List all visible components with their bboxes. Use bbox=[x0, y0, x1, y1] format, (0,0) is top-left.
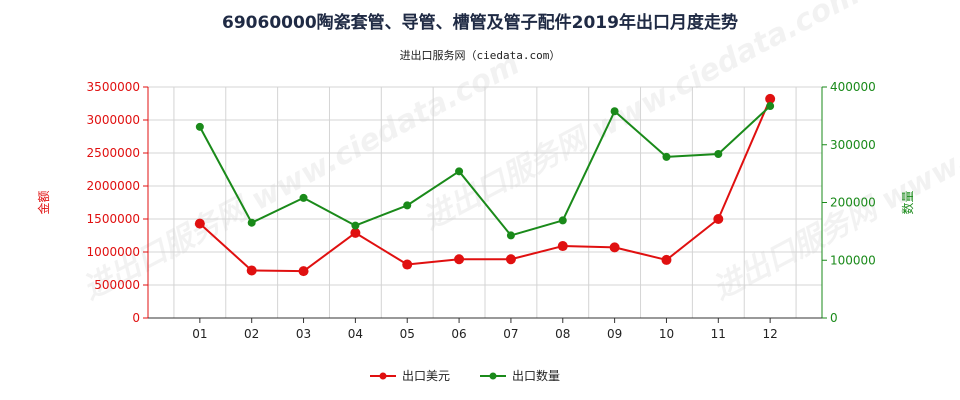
left-axis-title: 金额 bbox=[36, 190, 51, 214]
series-2-point bbox=[610, 107, 619, 116]
series-2-point bbox=[558, 216, 567, 225]
series-layer bbox=[194, 93, 776, 277]
series-2-point bbox=[403, 201, 412, 210]
series-1-point bbox=[765, 93, 776, 104]
x-tick-label: 06 bbox=[451, 327, 466, 341]
series-1-point bbox=[557, 241, 568, 252]
x-tick-label: 01 bbox=[192, 327, 207, 341]
series-1-point bbox=[713, 214, 724, 224]
left-tick-label: 0 bbox=[132, 311, 140, 325]
x-tick-label: 07 bbox=[503, 327, 518, 341]
x-tick-label: 02 bbox=[244, 327, 259, 341]
series-2-point bbox=[247, 218, 256, 227]
left-tick-label: 1000000 bbox=[87, 245, 140, 259]
left-tick-label: 500000 bbox=[94, 278, 140, 292]
series-1-point bbox=[661, 254, 672, 265]
left-tick-label: 1500000 bbox=[87, 212, 140, 226]
series-2-point bbox=[506, 231, 515, 240]
series-2-point bbox=[662, 152, 671, 161]
series-2-point bbox=[299, 193, 308, 202]
right-tick-label: 100000 bbox=[830, 253, 876, 267]
right-tick-label: 0 bbox=[830, 311, 838, 325]
x-tick-label: 12 bbox=[763, 327, 778, 341]
series-1-point bbox=[350, 227, 361, 238]
right-tick-label: 200000 bbox=[830, 196, 876, 210]
series-2-point bbox=[351, 221, 360, 230]
legend-layer: 出口美元 出口数量 bbox=[370, 368, 560, 383]
series-2-point bbox=[195, 122, 204, 131]
axis-layer: 0500000100000015000002000000250000030000… bbox=[36, 80, 915, 341]
chart-title: 69060000陶瓷套管、导管、槽管及管子配件2019年出口月度走势 bbox=[222, 13, 738, 33]
legend-swatch-marker bbox=[379, 372, 387, 380]
series-line-1 bbox=[199, 98, 772, 273]
series-1-point bbox=[402, 259, 413, 270]
series-2-point bbox=[455, 167, 464, 176]
x-tick-label: 05 bbox=[400, 327, 415, 341]
series-2-point bbox=[714, 149, 723, 158]
x-tick-label: 10 bbox=[659, 327, 674, 341]
series-line-2 bbox=[198, 105, 771, 237]
legend-swatch-marker bbox=[489, 372, 497, 380]
series-1-point bbox=[454, 254, 465, 265]
x-tick-label: 08 bbox=[555, 327, 570, 341]
right-axis-title: 数量 bbox=[900, 190, 915, 214]
x-tick-label: 09 bbox=[607, 327, 622, 341]
series-1-point bbox=[194, 218, 205, 229]
series-1-point bbox=[246, 265, 257, 276]
legend-label: 出口数量 bbox=[512, 368, 560, 383]
chart-subtitle: 进出口服务网（ciedata.com） bbox=[399, 49, 561, 62]
x-tick-label: 03 bbox=[296, 327, 311, 341]
left-tick-label: 2500000 bbox=[87, 146, 140, 160]
series-2-point bbox=[766, 102, 775, 111]
series-1-point bbox=[609, 242, 620, 253]
legend-label: 出口美元 bbox=[402, 369, 450, 383]
left-tick-label: 2000000 bbox=[87, 179, 140, 193]
series-1-point bbox=[298, 266, 309, 277]
series-1-point bbox=[505, 254, 516, 265]
right-tick-label: 300000 bbox=[830, 138, 876, 152]
x-tick-label: 11 bbox=[711, 327, 726, 341]
left-tick-label: 3000000 bbox=[87, 113, 140, 127]
left-tick-label: 3500000 bbox=[87, 80, 140, 94]
right-tick-label: 400000 bbox=[830, 80, 876, 94]
x-tick-label: 04 bbox=[348, 327, 363, 341]
